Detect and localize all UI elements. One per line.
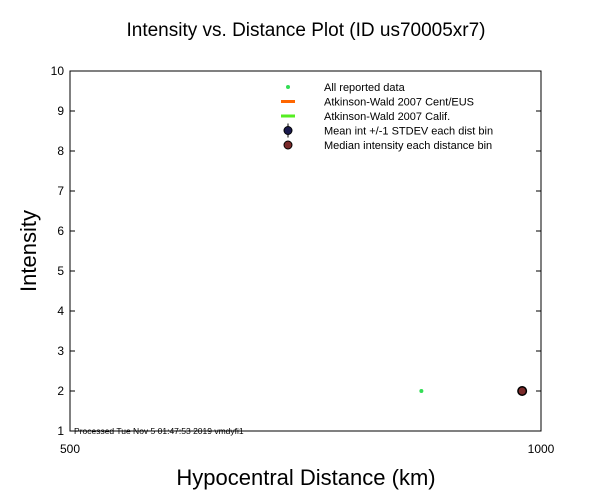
y-tick-label-3: 3 [57, 344, 64, 358]
y-tick-label-1: 1 [57, 424, 64, 438]
legend-symbol-median [283, 140, 293, 150]
legend-symbol-mean [283, 126, 293, 135]
y-tick-label-8: 8 [57, 144, 64, 158]
legend-label-2: Atkinson-Wald 2007 Calif. [324, 111, 450, 123]
y-tick-label-2: 2 [57, 384, 64, 398]
y-tick-label-9: 9 [57, 104, 64, 118]
y-tick-label-4: 4 [57, 304, 64, 318]
point-reported-0 [419, 389, 424, 393]
legend-label-0: All reported data [324, 82, 406, 94]
legend-symbol-all-data [286, 85, 290, 89]
plot-frame [69, 70, 542, 432]
processed-timestamp: Processed Tue Nov 5 01:47:53 2019 vmdyfi… [74, 426, 244, 436]
data-points [419, 386, 528, 396]
x-axis-ticks: 500 1000 [60, 71, 555, 456]
x-tick-label-500: 500 [60, 442, 80, 456]
legend-label-1: Atkinson-Wald 2007 Cent/EUS [324, 97, 474, 109]
x-tick-label-1000: 1000 [528, 442, 555, 456]
y-tick-label-7: 7 [57, 184, 64, 198]
legend: All reported data Atkinson-Wald 2007 Cent… [281, 82, 493, 152]
chart-title: Intensity vs. Distance Plot (ID us70005x… [126, 20, 485, 41]
y-axis-title: Intensity [16, 210, 41, 292]
y-tick-label-6: 6 [57, 224, 64, 238]
x-axis-title: Hypocentral Distance (km) [176, 465, 435, 490]
legend-label-4: Median intensity each distance bin [324, 140, 492, 152]
y-tick-label-5: 5 [57, 264, 64, 278]
plot-area [69, 70, 542, 432]
point-median-0 [517, 386, 527, 396]
y-tick-label-10: 10 [51, 64, 65, 78]
y-axis-ticks: 1 2 3 4 5 6 7 8 9 10 [51, 64, 541, 438]
legend-label-3: Mean int +/-1 STDEV each dist bin [324, 126, 493, 138]
